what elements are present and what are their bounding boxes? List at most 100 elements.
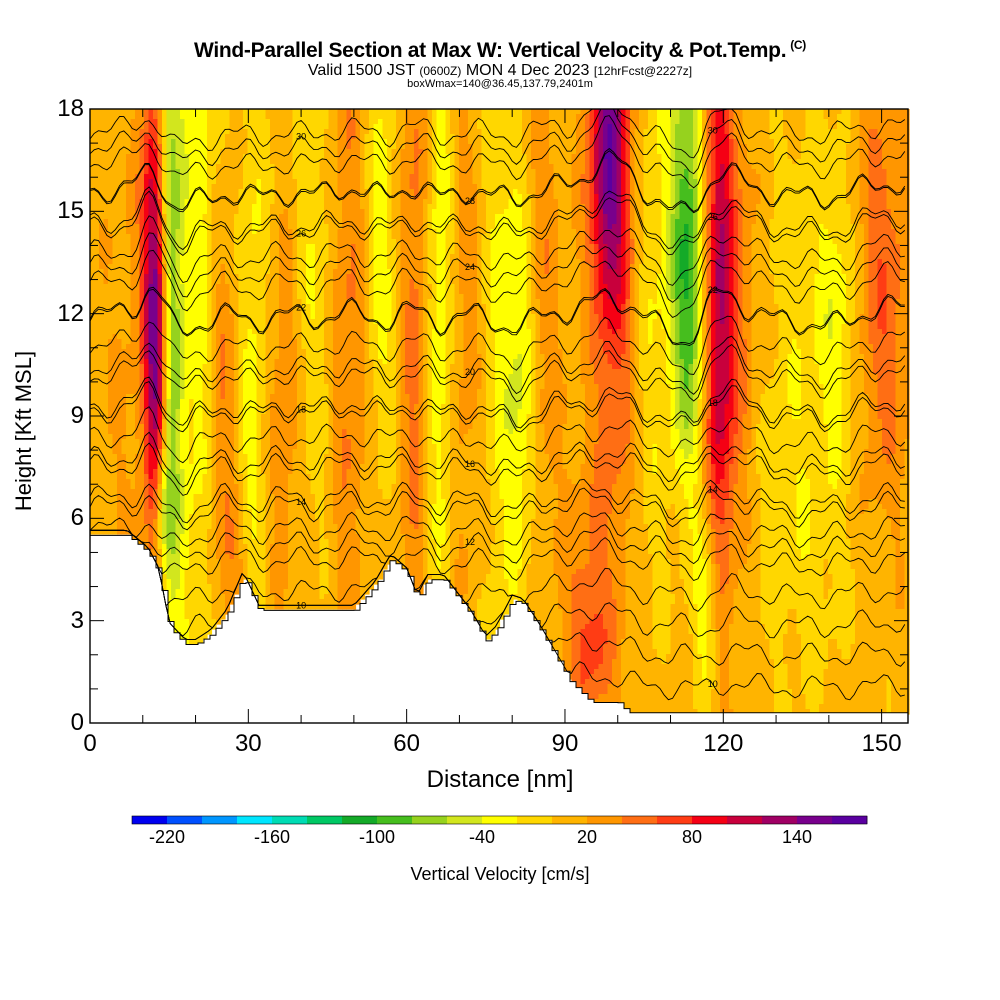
- theta-contour-label: 18: [296, 404, 306, 414]
- colorbar-swatch: [727, 816, 763, 824]
- theta-contour-label: 18: [708, 398, 718, 408]
- theta-contour-line: [89, 150, 906, 214]
- theta-contour-label: 14: [708, 485, 718, 495]
- theta-contour-label: 26: [708, 212, 718, 222]
- valid-prefix: Valid 1500 JST: [307, 62, 415, 79]
- y-tick-label: 18: [57, 95, 84, 122]
- theta-contour-label: 22: [708, 285, 718, 295]
- theta-contour-line: [89, 249, 905, 318]
- theta-contour-label: 30: [708, 126, 718, 136]
- colorbar-swatch: [272, 816, 308, 824]
- theta-contour-label: 10: [708, 679, 718, 689]
- theta-contour-line: [89, 186, 906, 251]
- colorbar-swatch: [762, 816, 798, 824]
- theta-contour-line: [89, 344, 906, 403]
- theta-contour-label: 24: [465, 262, 475, 272]
- theta-contour-label: 20: [465, 367, 475, 377]
- x-tick-label: 60: [393, 730, 420, 757]
- theta-contour-label: 28: [465, 196, 475, 206]
- y-tick-label: 15: [57, 197, 84, 225]
- colorbar: [131, 815, 868, 825]
- theta-contour-line: [90, 529, 906, 639]
- theta-contour-line: [89, 288, 905, 346]
- theta-contour-label: 30: [296, 131, 306, 141]
- potential-temperature-contours: 10 10 12 14 14 16 18 18 20 22 22 24 26 26 28 30 30: [89, 108, 906, 701]
- colorbar-frame: [131, 815, 868, 825]
- theta-contour-line: [89, 215, 905, 286]
- colorbar-swatch: [552, 816, 588, 824]
- y-tick-label: 12: [57, 299, 84, 327]
- colorbar-swatch: [482, 816, 518, 824]
- colorbar-swatch: [832, 816, 868, 824]
- terrain-mask: [89, 534, 909, 724]
- chart-title: Wind-Parallel Section at Max W: Vertical…: [0, 38, 1000, 63]
- colorbar-swatch: [447, 816, 483, 824]
- theta-contour-line: [89, 315, 906, 375]
- theta-contour-line: [90, 529, 906, 612]
- theta-contour-line: [89, 286, 905, 345]
- theta-contour-line: [89, 335, 906, 395]
- x-tick-label: 0: [83, 730, 97, 757]
- theta-contour-line: [89, 190, 906, 256]
- colorbar-swatch: [587, 816, 623, 824]
- colorbar-swatch: [657, 816, 693, 824]
- colorbar-tick-label: 140: [781, 827, 813, 847]
- theta-contour-line: [89, 406, 906, 464]
- theta-contour-line: [90, 529, 906, 582]
- x-tick-label: 120: [703, 730, 744, 757]
- colorbar-tick-label: -160: [253, 827, 291, 847]
- box-wmax-info: boxWmax=140@36.45,137.79,2401m: [407, 78, 593, 90]
- colorbar-swatch: [132, 816, 168, 824]
- colorbar-swatch: [692, 816, 728, 824]
- theta-contour-line: [89, 376, 906, 429]
- theta-contour-label: 22: [296, 303, 306, 313]
- y-tick-label: 3: [70, 606, 84, 634]
- theta-contour-label: 10: [296, 600, 306, 610]
- colorbar-swatch: [342, 816, 378, 824]
- y-tick-label: 6: [70, 504, 84, 532]
- colorbar-tick-label: 80: [681, 827, 703, 847]
- theta-contour-line: [89, 511, 905, 549]
- x-tick-label: 90: [551, 730, 579, 757]
- y-tick-label: 0: [70, 709, 84, 736]
- theta-contour-line: [89, 108, 906, 159]
- theta-contour-line: [89, 487, 905, 531]
- theta-contour-line: [90, 524, 905, 565]
- colorbar-swatch: [167, 816, 203, 824]
- forecast-info: [12hrFcst@2227z]: [593, 64, 693, 78]
- valid-date: MON 4 Dec 2023: [465, 62, 590, 79]
- x-tick-label: 30: [234, 730, 262, 757]
- colorbar-swatch: [412, 816, 448, 824]
- theta-contour-label: 14: [296, 497, 306, 507]
- x-axis-label: Distance [nm]: [426, 766, 574, 793]
- theta-contour-line: [89, 148, 906, 212]
- y-axis-label: Height [Kft MSL]: [11, 350, 36, 512]
- vertical-velocity-field: [90, 109, 910, 715]
- colorbar-tick-label: -40: [468, 827, 495, 847]
- x-tick-label: 150: [861, 730, 902, 757]
- colorbar-swatch: [377, 816, 413, 824]
- colorbar-tick-label: 20: [576, 827, 598, 847]
- colorbar-swatch: [237, 816, 273, 824]
- theta-contour-line: [89, 442, 905, 496]
- theta-contour-line: [89, 478, 905, 524]
- y-tick-label: 9: [70, 402, 84, 429]
- valid-time-line: Valid 1500 JST (0600Z) MON 4 Dec 2023 [1…: [0, 62, 1000, 80]
- theta-contour-line: [89, 115, 906, 189]
- theta-contour-label: 26: [296, 229, 306, 239]
- theta-contour-label: 12: [465, 537, 475, 547]
- colorbar-swatch: [307, 816, 343, 824]
- valid-utc: (0600Z): [419, 64, 462, 78]
- axis-ticks: [89, 108, 908, 724]
- theta-contour-line: [89, 381, 906, 433]
- colorbar-tick-label: -220: [148, 827, 186, 847]
- colorbar-tick-label: -100: [358, 827, 396, 847]
- title-text: Wind-Parallel Section at Max W: Vertical…: [194, 39, 787, 62]
- theta-contour-line: [89, 431, 905, 488]
- theta-contour-line: [89, 232, 905, 303]
- colorbar-swatch: [797, 816, 833, 824]
- colorbar-label: Vertical Velocity [cm/s]: [410, 864, 590, 884]
- theta-contour-label: 16: [465, 459, 475, 469]
- colorbar-swatch: [202, 816, 238, 824]
